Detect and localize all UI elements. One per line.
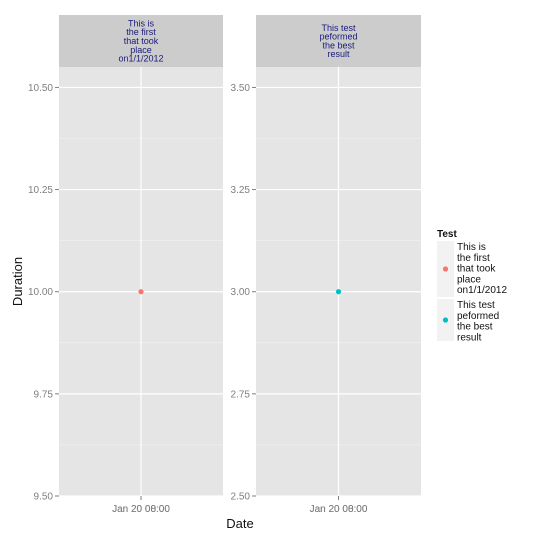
facet-strip-1 [59, 15, 223, 67]
y-axis-title: Duration [10, 257, 25, 306]
x-tick-label: Jan 20 00:00 [112, 504, 170, 515]
legend-title: Test [437, 229, 457, 240]
x-tick-label: Jan 20 00:00 [310, 504, 368, 515]
facet-strip-label: This test [321, 23, 356, 33]
x-tick-label: Jan 20 08:00 [112, 504, 170, 515]
legend-entry-label: peformed [457, 311, 499, 322]
y-tick-label: 3.50 [231, 83, 251, 94]
legend-entry-label: the first [457, 253, 490, 264]
data-point [138, 289, 144, 295]
facet-strip-label: This is [128, 18, 155, 28]
facet-strip-label: on1/1/2012 [118, 54, 163, 64]
y-tick-label: 10.25 [28, 185, 53, 196]
legend-entry-label: This test [457, 300, 495, 311]
y-tick-label: 3.25 [231, 185, 251, 196]
facet-strip-label: the first [126, 27, 156, 37]
legend-entry-label: This is [457, 242, 486, 253]
y-tick-label: 10.50 [28, 83, 53, 94]
y-tick-label: 3.00 [231, 287, 251, 298]
y-tick-label: 10.00 [28, 287, 53, 298]
facet-strip-label: place [130, 45, 152, 55]
data-point [335, 289, 342, 295]
legend-entry-label: on1/1/2012 [457, 285, 507, 296]
y-tick-label: 2.50 [231, 492, 251, 503]
legend-key-point [442, 317, 449, 323]
x-axis-title: Date [226, 516, 253, 531]
facet-strip-label: peformed [319, 32, 357, 42]
y-tick-label: 2.75 [231, 389, 251, 400]
legend-entry-label: the best [457, 322, 493, 333]
legend-entry-label: place [457, 274, 481, 285]
legend-key-point [442, 266, 449, 272]
facet-strip-label: the best [322, 40, 355, 50]
facet-strip-label: result [327, 49, 350, 59]
x-tick-label: Jan 20 08:00 [310, 504, 368, 515]
facet-strip-2 [256, 15, 421, 67]
facet-strip-label: that took [124, 36, 159, 46]
y-tick-label: 9.50 [34, 492, 54, 503]
legend-entry-label: result [457, 332, 482, 343]
y-tick-label: 9.75 [34, 389, 54, 400]
legend-entry-label: that took [457, 264, 496, 275]
